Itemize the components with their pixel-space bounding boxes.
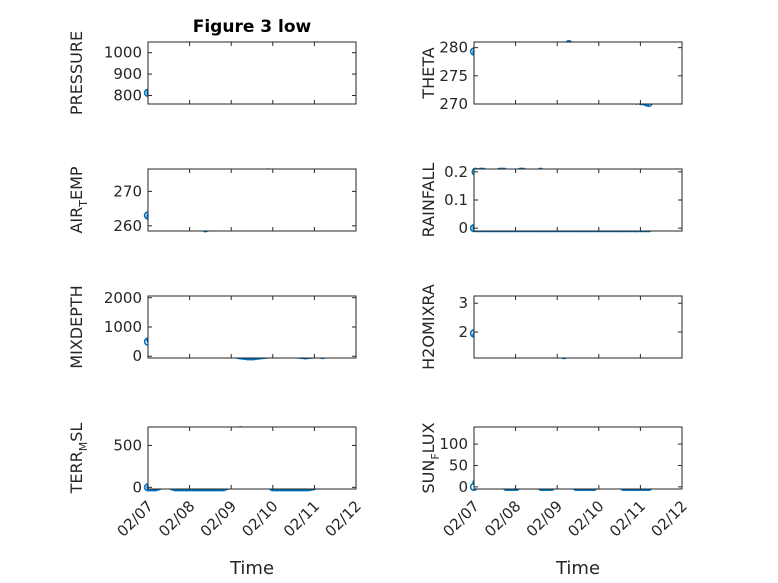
y-tick-label: 280	[439, 39, 468, 57]
y-axis-label: SUNFLUX	[419, 422, 442, 493]
y-axis-label-part: THETA	[419, 47, 438, 99]
axes-frame	[147, 168, 357, 232]
y-axis-label-part: PRESSURE	[67, 31, 86, 115]
y-tick-label: 0	[458, 478, 468, 496]
y-axis-label-subscript: M	[77, 442, 90, 452]
axes-frame	[147, 41, 357, 105]
panel-4: 0 0.1 0.2 RAINFALL	[419, 163, 683, 238]
y-axis-label-part: SL	[67, 423, 86, 442]
axes-frame	[473, 426, 683, 490]
y-axis-label-part: AIR	[67, 207, 86, 234]
y-axis-label-subscript: F	[429, 453, 442, 459]
x-tick-label: 02/11	[280, 497, 323, 540]
panel-6: 2 3 H2OMIXRA	[419, 284, 683, 370]
y-tick-label: 1000	[104, 44, 142, 62]
axes-frame	[473, 295, 683, 359]
y-tick-label: 0.1	[444, 191, 468, 209]
axes-frame	[147, 295, 357, 359]
x-tick-label: 02/09	[523, 497, 566, 540]
y-axis-label: AIRTEMP	[67, 166, 90, 233]
x-tick-label: 02/09	[197, 497, 240, 540]
x-tick-label: 02/12	[322, 497, 365, 540]
y-axis-label: H2OMIXRA	[419, 284, 438, 370]
x-tick-label: 02/07	[114, 497, 157, 540]
y-tick-label: 260	[113, 217, 142, 235]
y-axis-label-part: EMP	[67, 166, 86, 200]
panel-5: 0 1000 2000 MIXDEPTH	[67, 285, 357, 369]
y-tick-label: 0.2	[444, 163, 468, 181]
y-axis-label-part: LUX	[419, 422, 438, 453]
y-axis-label-part: RAINFALL	[419, 163, 438, 238]
y-axis-label-part: MIXDEPTH	[67, 285, 86, 368]
x-tick-label: 02/08	[481, 497, 524, 540]
panel-3: 260 270 AIRTEMP	[67, 166, 357, 235]
y-axis-label-part: H2OMIXRA	[419, 284, 438, 370]
axes-frame	[473, 168, 683, 232]
x-axis-label: Time	[229, 558, 274, 579]
x-axis-label: Time	[555, 558, 600, 579]
y-axis-label: TERRMSL	[67, 423, 90, 495]
x-tick-label: 02/12	[648, 497, 691, 540]
y-axis-label-part: SUN	[419, 460, 438, 494]
y-axis-label: THETA	[419, 47, 438, 99]
x-tick-label: 02/10	[238, 497, 281, 540]
panel-1: 800 900 1000 PRESSURE	[67, 31, 357, 115]
y-tick-label: 0	[132, 478, 142, 496]
x-tick-label: 02/08	[155, 497, 198, 540]
x-tick-label: 02/11	[606, 497, 649, 540]
y-tick-label: 900	[113, 65, 142, 83]
y-tick-label: 100	[439, 435, 468, 453]
y-tick-label: 0	[458, 219, 468, 237]
y-tick-label: 800	[113, 86, 142, 104]
y-axis-label: RAINFALL	[419, 163, 438, 238]
y-axis-label-part: TERR	[67, 451, 86, 494]
y-tick-label: 270	[439, 95, 468, 113]
y-tick-label: 0	[132, 347, 142, 365]
axes-frame	[147, 426, 357, 490]
y-tick-label: 2000	[104, 289, 142, 307]
axes-frame	[473, 41, 683, 105]
y-axis-label-subscript: T	[77, 200, 90, 208]
y-tick-label: 275	[439, 67, 468, 85]
y-tick-label: 270	[113, 182, 142, 200]
y-tick-label: 2	[458, 323, 468, 341]
x-tick-label: 02/10	[564, 497, 607, 540]
y-tick-label: 500	[113, 436, 142, 454]
y-axis-label: PRESSURE	[67, 31, 86, 115]
figure-title: Figure 3 low	[193, 17, 312, 37]
x-tick-label: 02/07	[440, 497, 483, 540]
y-tick-label: 3	[458, 294, 468, 312]
y-tick-label: 1000	[104, 318, 142, 336]
y-tick-label: 50	[449, 456, 468, 474]
y-axis-label: MIXDEPTH	[67, 285, 86, 368]
